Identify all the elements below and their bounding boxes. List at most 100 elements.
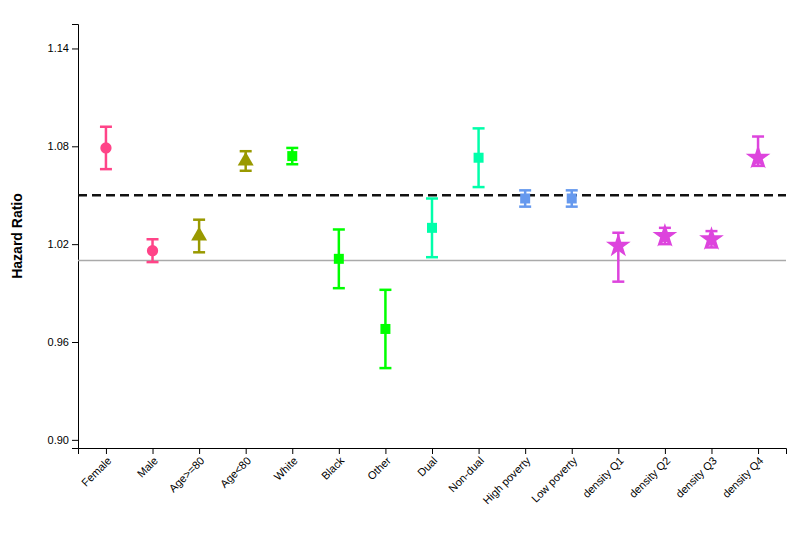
y-tick-mark [72, 244, 78, 245]
x-tick: Age>=80 [167, 448, 207, 494]
error-bar [566, 190, 578, 206]
x-tick-mark [758, 448, 759, 454]
y-tick-mark [72, 342, 78, 343]
x-tick: density Q1 [580, 448, 626, 500]
error-bar-cap [473, 127, 485, 130]
x-tick-mark [153, 448, 154, 454]
x-tick: density Q3 [673, 448, 719, 500]
error-bar-cap [519, 189, 531, 192]
x-axis-line [79, 449, 787, 455]
error-bar [519, 190, 531, 206]
error-bar [379, 290, 391, 368]
x-tick: Male [135, 448, 160, 480]
series [100, 127, 159, 262]
y-tick-mark [72, 440, 78, 441]
error-bar [426, 198, 438, 257]
y-axis-title: Hazard Ratio [9, 193, 25, 279]
reference-line [78, 194, 786, 197]
error-bar-cap [612, 280, 624, 283]
y-tick-label: 1.14 [48, 42, 69, 54]
x-tick: Age<80 [218, 448, 254, 490]
error-bar [333, 229, 345, 288]
x-tick: density Q2 [627, 448, 673, 500]
x-tick-label: density Q3 [673, 454, 719, 500]
y-tick: 0.90 [48, 434, 78, 446]
x-tick-label: Other [365, 454, 393, 482]
y-tick-label: 1.08 [48, 140, 69, 152]
error-bar-cap [147, 238, 159, 241]
x-tick-label: Black [319, 454, 347, 482]
x-tick-label: Male [135, 454, 160, 479]
reference-line [78, 260, 786, 262]
y-tick: 1.08 [48, 140, 78, 152]
point [238, 152, 254, 166]
error-bar [147, 239, 159, 262]
error-bar-cap [240, 170, 252, 173]
point [287, 151, 297, 161]
error-bar-cap [333, 228, 345, 231]
x-tick-label: High poverty [480, 454, 533, 507]
point [653, 223, 678, 247]
series [286, 148, 391, 368]
error-bar-cap [333, 287, 345, 290]
point [699, 226, 724, 250]
error-bar [100, 127, 112, 169]
error-bar-cap [286, 163, 298, 166]
point [334, 254, 344, 264]
y-tick-label: 0.96 [48, 336, 69, 348]
x-tick-label: density Q4 [720, 454, 766, 500]
point [474, 153, 484, 163]
y-tick-mark [72, 146, 78, 147]
x-tick-mark [292, 448, 293, 454]
series [519, 190, 578, 206]
x-tick-mark [199, 448, 200, 454]
x-tick-mark [479, 448, 480, 454]
point [606, 233, 631, 257]
x-tick-label: Female [79, 454, 113, 488]
point [567, 193, 577, 203]
series [426, 128, 485, 257]
x-tick: Dual [415, 448, 439, 479]
x-tick: Other [365, 448, 393, 482]
error-bar-cap [193, 218, 205, 221]
y-tick-mark [72, 48, 78, 49]
y-tick-label: 1.02 [48, 238, 69, 250]
y-tick: 1.14 [48, 42, 78, 54]
x-tick-mark [525, 448, 526, 454]
x-tick-label: Non-dual [446, 454, 486, 494]
point [380, 324, 390, 334]
point [191, 227, 207, 241]
series [191, 151, 254, 252]
error-bar-cap [147, 261, 159, 264]
error-bar-cap [566, 189, 578, 192]
x-tick-label: Age<80 [218, 454, 254, 490]
point [520, 193, 530, 203]
error-bar-cap [379, 289, 391, 292]
error-bar-cap [519, 205, 531, 208]
x-tick-label: density Q2 [627, 454, 673, 500]
plot: 0.90 0.96 1.02 1.08 1.14 Female Male Age>=80 Age… [48, 25, 787, 507]
x-tick-label: Age>=80 [167, 454, 207, 494]
x-tick-label: Dual [415, 454, 439, 478]
error-bar-cap [100, 125, 112, 128]
error-bar [286, 148, 298, 164]
x-tick: White [271, 448, 299, 483]
error-bar-cap [426, 197, 438, 200]
y-axis-line [72, 25, 79, 449]
y-tick: 1.02 [48, 238, 78, 250]
x-tick-mark [385, 448, 386, 454]
x-tick-mark [246, 448, 247, 454]
x-tick: Black [319, 448, 347, 482]
chart: 0.90 0.96 1.02 1.08 1.14 Female Male Age>=80 Age… [0, 0, 810, 548]
y-tick-label: 0.90 [48, 434, 69, 446]
x-tick-mark [106, 448, 107, 454]
x-tick-mark [618, 448, 619, 454]
error-bar-cap [752, 135, 764, 138]
error-bar-cap [100, 168, 112, 171]
x-axis: Female Male Age>=80 Age<80 White Black Other Du… [79, 448, 787, 506]
x-tick: High poverty [480, 448, 533, 506]
y-tick: 0.96 [48, 336, 78, 348]
point [147, 245, 158, 256]
point [427, 223, 437, 233]
error-bar-cap [286, 147, 298, 150]
